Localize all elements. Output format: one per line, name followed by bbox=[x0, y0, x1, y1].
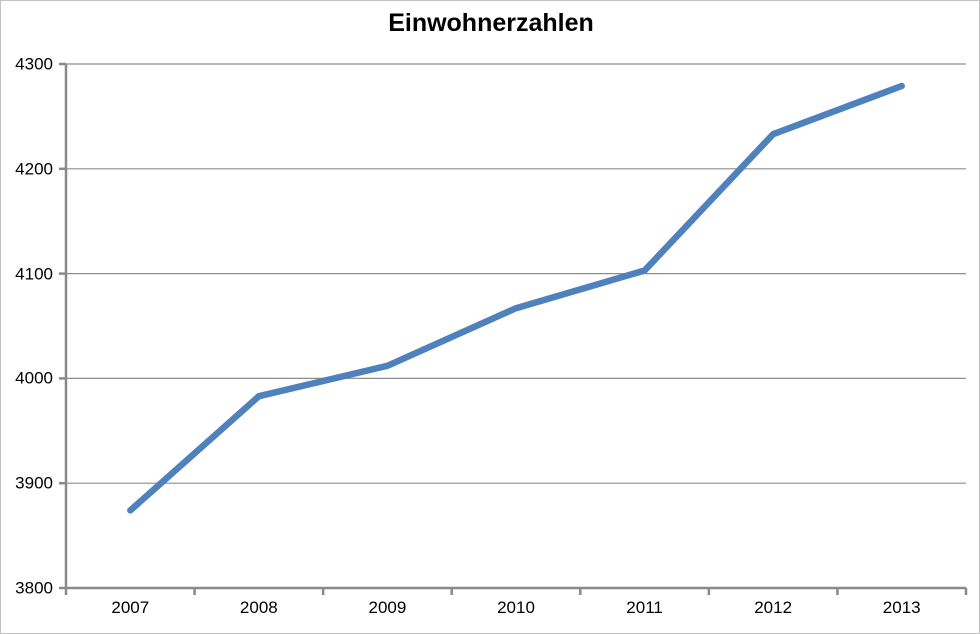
x-axis-tick-label: 2007 bbox=[111, 598, 150, 617]
x-axis-tick-label: 2013 bbox=[882, 598, 921, 617]
y-axis-tick-label: 3900 bbox=[15, 473, 53, 493]
data-series-line bbox=[127, 82, 905, 514]
chart-title: Einwohnerzahlen bbox=[388, 9, 594, 37]
y-axis-tick-label: 4200 bbox=[15, 159, 53, 179]
x-axis-tick-label: 2012 bbox=[754, 598, 793, 617]
x-axis-tick-label: 2011 bbox=[626, 598, 663, 617]
y-axis-tick-label: 3800 bbox=[15, 578, 53, 598]
x-axis-tick-label: 2009 bbox=[368, 598, 407, 617]
x-axis-tick-label: 2010 bbox=[497, 598, 535, 617]
x-axis-tick-label: 2008 bbox=[239, 598, 278, 617]
y-axis-tick-label: 4100 bbox=[15, 264, 53, 284]
y-axis-tick-label: 4000 bbox=[15, 368, 53, 388]
y-axis-tick-label: 4300 bbox=[15, 54, 53, 74]
